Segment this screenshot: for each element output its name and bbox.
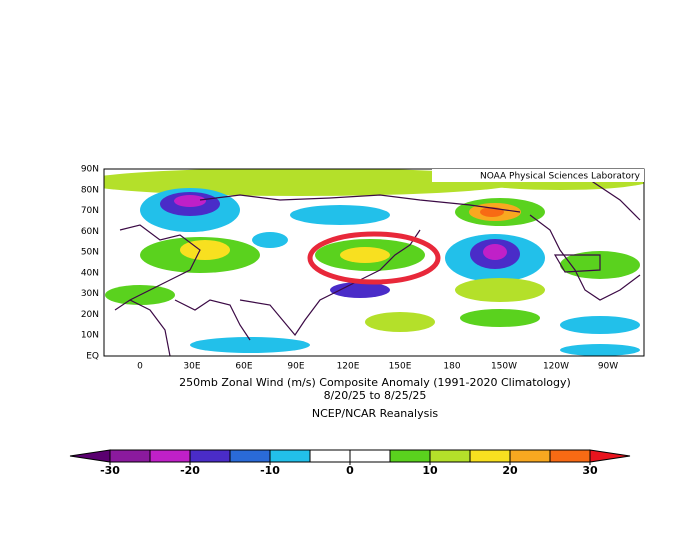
colorbar-bin [469,449,511,463]
lat-label: EQ [86,352,99,362]
colorbar-bin [389,449,431,463]
colorbar-bin [109,449,151,463]
colorbar-tick-label: 0 [346,464,354,477]
lat-label: 60N [81,227,99,237]
lon-label: 150E [389,362,412,372]
lat-label: 80N [81,185,99,195]
colorbar-tick-label: 20 [502,464,518,477]
colorbar-extension [589,449,631,463]
lon-label: 60E [235,362,252,372]
colorbar-bin [549,449,591,463]
lat-label: 20N [81,310,99,320]
colorbar-bin [229,449,271,463]
lon-label: 90W [598,362,618,372]
lon-label: 180 [443,362,460,372]
lat-label: 10N [81,331,99,341]
title: 250mb Zonal Wind (m/s) Composite Anomaly… [179,376,571,389]
lat-axis: 90N 80N 70N 60N 50N 40N 30N 20N 10N EQ [81,165,99,362]
lat-label: 30N [81,289,99,299]
highlight-circle [307,231,441,285]
lat-label: 70N [81,206,99,216]
credit: NOAA Physical Sciences Laboratory [480,172,641,182]
credit-box [432,169,644,182]
colorbar-tick-label: 10 [422,464,438,477]
lat-label: 50N [81,248,99,258]
date-range: 8/20/25 to 8/25/25 [324,389,427,402]
lon-axis: 0 30E 60E 90E 120E 150E 180 150W 120W 90W [137,362,618,372]
lon-label: 150W [491,362,517,372]
colorbar-extension [69,449,111,463]
lon-label: 30E [183,362,200,372]
colorbar-tick-label: -30 [100,464,120,477]
lon-label: 120W [543,362,569,372]
colorbar-bin [429,449,471,463]
colorbar-bin [269,449,311,463]
colorbar: -30 -20 -10 0 10 20 30 [69,449,631,477]
colorbar-bin [349,449,391,463]
colorbar-bin [509,449,551,463]
map: NOAA Physical Sciences Laboratory [103,168,645,357]
lon-label: 0 [137,362,143,372]
source: NCEP/NCAR Reanalysis [312,407,438,420]
colorbar-bin [309,449,351,463]
coastlines [114,179,641,356]
colorbar-bin [149,449,191,463]
lon-label: 90E [287,362,304,372]
lat-label: 90N [81,165,99,175]
lon-label: 120E [337,362,360,372]
colorbar-bin [189,449,231,463]
colorbar-tick-label: -20 [180,464,200,477]
map-frame [103,168,645,357]
colorbar-tick-label: -10 [260,464,280,477]
colorbar-tick-label: 30 [582,464,598,477]
lat-label: 40N [81,268,99,278]
